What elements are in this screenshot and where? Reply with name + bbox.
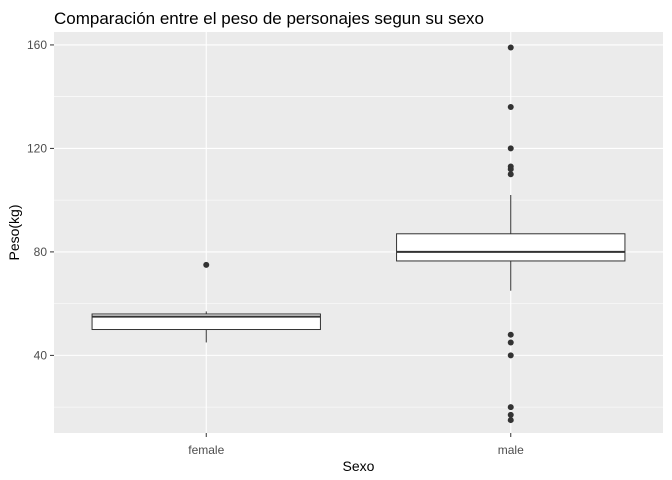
y-tick-label: 160 [27,38,47,52]
chart-title: Comparación entre el peso de personajes … [54,9,484,28]
major-gridlines [54,32,663,433]
outlier-point [203,261,210,268]
outlier-point [507,104,514,111]
outlier-point [507,166,514,173]
outlier-point [507,339,514,346]
y-axis-label: Peso(kg) [6,204,22,260]
box-iqr [91,313,321,331]
box-female [91,311,321,343]
outlier-point [507,331,514,338]
outlier-point [507,411,514,418]
box-iqr [396,233,626,262]
x-tick-label: female [188,443,224,457]
outlier-point [507,352,514,359]
outlier-point [507,171,514,178]
y-tick-label: 80 [34,245,48,259]
x-tick-label: male [498,443,524,457]
outlier-point [507,417,514,424]
x-axis-ticks: female male [188,433,524,457]
x-axis-label: Sexo [343,458,375,474]
box-group [91,194,626,343]
outlier-point [507,44,514,51]
y-tick-label: 40 [34,348,48,362]
y-axis-ticks: 40 80 120 160 [27,38,54,362]
minor-gridlines [54,96,663,408]
y-tick-label: 120 [27,141,47,155]
box-male [396,194,626,291]
outlier-point [507,145,514,152]
plot-panel [54,32,663,433]
outlier-points [203,44,514,424]
outlier-point [507,404,514,411]
